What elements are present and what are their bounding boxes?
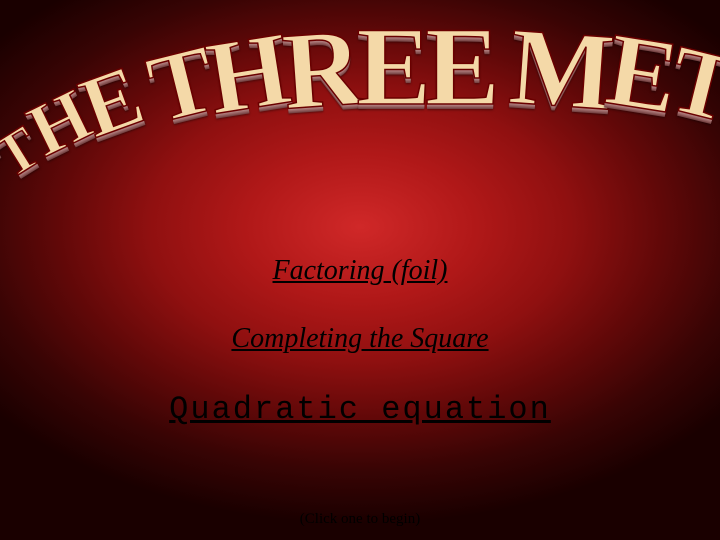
method-link-completing-square[interactable]: Completing the Square xyxy=(231,323,488,355)
hint-text: (Click one to begin) xyxy=(0,511,720,528)
title-letter: E xyxy=(356,11,431,123)
methods-list: Factoring (foil) Completing the Square Q… xyxy=(0,255,720,428)
title-letter: M xyxy=(506,11,617,128)
method-link-quadratic-equation[interactable]: Quadratic equation xyxy=(169,391,551,428)
method-link-factoring[interactable]: Factoring (foil) xyxy=(273,255,448,287)
title-letter: E xyxy=(425,11,500,123)
title-letter: R xyxy=(279,11,366,126)
slide-title: THE THREE METHODS xyxy=(0,14,720,126)
